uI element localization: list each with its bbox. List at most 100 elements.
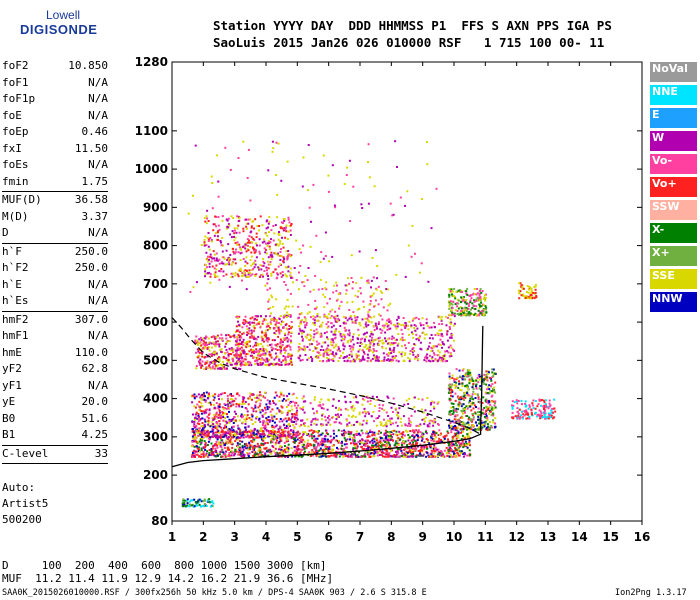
echo-point — [401, 336, 404, 339]
echo-point — [467, 305, 470, 307]
echo-point — [261, 339, 264, 342]
echo-point — [469, 312, 472, 315]
echo-point — [343, 338, 346, 341]
echo-point — [420, 439, 423, 442]
param-value: N/A — [88, 226, 108, 239]
echo-point — [433, 432, 435, 435]
echo-point — [289, 359, 292, 362]
echo-point — [205, 222, 208, 225]
echo-point — [452, 409, 455, 412]
echo-point — [242, 399, 245, 402]
echo-point — [230, 263, 233, 266]
echo-point — [276, 439, 278, 442]
echo-point — [278, 363, 281, 366]
echo-point — [250, 413, 253, 416]
echo-point — [264, 332, 267, 334]
echo-point — [375, 359, 378, 362]
echo-point — [249, 397, 252, 400]
echo-point — [234, 434, 237, 436]
echo-point — [375, 437, 378, 440]
echo-point — [321, 321, 324, 324]
echo-point — [290, 341, 293, 344]
echo-point — [217, 441, 220, 444]
echo-point — [274, 268, 277, 271]
echo-point — [222, 367, 225, 370]
echo-point — [279, 240, 282, 243]
echo-point — [242, 343, 245, 346]
echo-point — [216, 431, 219, 434]
echo-point — [450, 431, 453, 434]
echo-point — [415, 338, 418, 341]
echo-point — [244, 420, 247, 423]
echo-point — [290, 420, 293, 423]
echo-point — [252, 451, 255, 454]
echo-point — [405, 450, 408, 453]
echo-point — [265, 446, 268, 449]
echo-point — [446, 454, 449, 457]
echo-point — [211, 352, 214, 355]
echo-point — [431, 435, 434, 438]
echo-point — [227, 405, 230, 408]
echo-point — [298, 313, 301, 316]
echo-point — [253, 249, 255, 252]
echo-point — [250, 251, 253, 254]
echo-point — [413, 436, 416, 439]
echo-point — [280, 320, 283, 323]
param-row: fmin 1.75 — [2, 174, 108, 191]
echo-point — [247, 353, 250, 356]
echo-point — [492, 400, 495, 403]
echo-point — [278, 410, 281, 413]
echo-point — [220, 350, 223, 353]
echo-point — [266, 405, 269, 408]
echo-point — [385, 439, 388, 441]
echo-point — [466, 407, 469, 410]
echo-point — [357, 338, 360, 341]
echo-point — [192, 425, 195, 428]
echo-point — [313, 451, 316, 454]
echo-point — [264, 360, 267, 363]
echo-point — [466, 446, 469, 449]
echo-point — [231, 398, 234, 401]
echo-point — [206, 255, 209, 258]
echo-point — [454, 303, 457, 306]
echo-point — [414, 448, 417, 451]
echo-point — [347, 453, 350, 456]
echo-point — [264, 363, 267, 366]
y-tick-label: 80 — [151, 514, 168, 528]
param-value: 110.0 — [74, 345, 108, 359]
echo-point — [437, 354, 440, 357]
echo-point — [485, 398, 488, 401]
echo-point — [209, 361, 212, 364]
echo-point — [204, 429, 207, 432]
x-tick-label: 2 — [199, 530, 207, 544]
echo-point — [384, 452, 387, 455]
echo-point — [203, 393, 205, 396]
echo-point — [491, 371, 494, 374]
echo-point — [245, 250, 248, 253]
echo-point — [233, 227, 236, 230]
echo-point — [461, 378, 464, 381]
echo-point — [281, 274, 284, 277]
echo-point — [245, 341, 248, 344]
echo-point — [376, 432, 379, 435]
echo-point — [275, 424, 278, 427]
echo-point — [397, 447, 400, 450]
echo-point — [197, 434, 200, 437]
echo-point — [343, 326, 346, 329]
echo-point — [220, 435, 223, 438]
echo-point — [227, 261, 230, 264]
echo-point — [270, 274, 273, 277]
echo-point — [242, 230, 245, 233]
echo-point — [244, 269, 247, 272]
echo-point — [241, 415, 244, 418]
echo-point — [448, 305, 451, 308]
echo-point — [386, 441, 389, 444]
echo-point — [193, 397, 196, 400]
echo-point — [234, 362, 237, 365]
echo-point — [285, 360, 288, 363]
echo-point — [295, 396, 298, 399]
echo-point — [281, 242, 284, 245]
echo-point — [289, 362, 292, 365]
echo-point — [268, 231, 270, 234]
echo-point — [452, 411, 455, 414]
